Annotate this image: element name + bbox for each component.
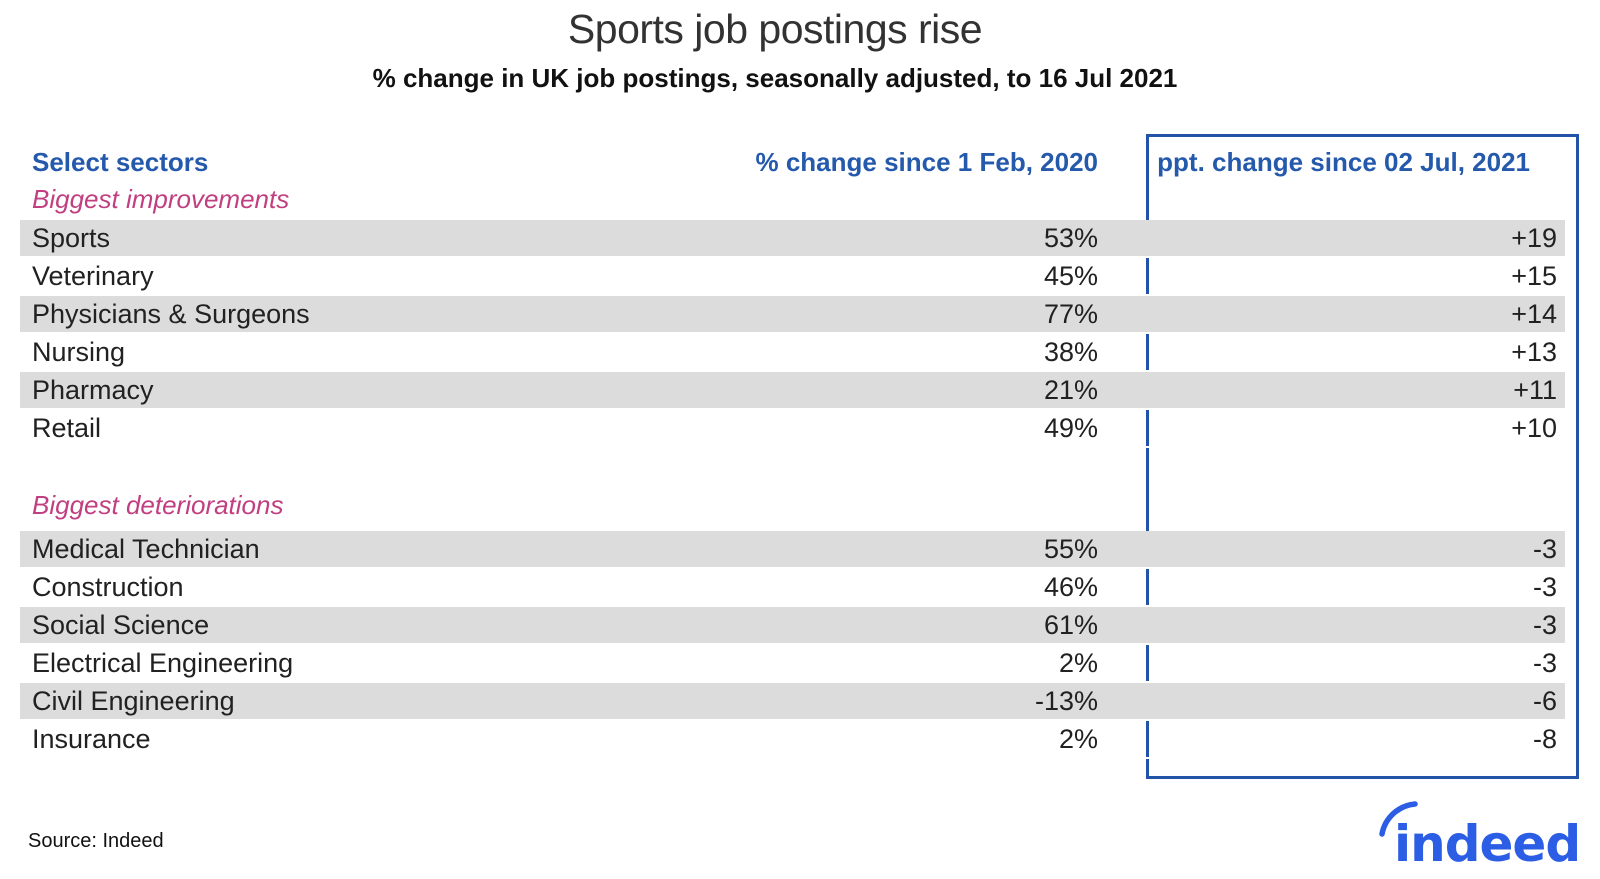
section-label-improvements: Biggest improvements xyxy=(32,184,290,214)
sector-cell: Insurance xyxy=(32,724,151,754)
pct-change-cell: 77% xyxy=(1043,299,1098,329)
pct-change-column-header: % change since 1 Feb, 2020 xyxy=(755,147,1099,177)
table-row: Pharmacy 21% +11 xyxy=(20,372,1565,410)
ppt-change-cell: -6 xyxy=(1532,686,1557,716)
ppt-change-cell: -8 xyxy=(1532,724,1557,754)
sector-cell: Construction xyxy=(32,572,184,602)
pct-change-cell: 45% xyxy=(1043,261,1098,291)
table-row: Physicians & Surgeons 77% +14 xyxy=(20,296,1565,334)
ppt-change-cell: +13 xyxy=(1511,337,1557,367)
indeed-logo-text: indeed xyxy=(1394,815,1580,873)
ppt-change-cell: +10 xyxy=(1511,413,1557,443)
ppt-change-cell: +19 xyxy=(1511,223,1557,253)
sector-cell: Electrical Engineering xyxy=(32,648,294,678)
table-row: Nursing 38% +13 xyxy=(20,334,1565,372)
section-label-deteriorations: Biggest deteriorations xyxy=(32,490,284,520)
ppt-change-column-header: ppt. change since 02 Jul, 2021 xyxy=(1157,147,1530,177)
indeed-logo-swoosh-icon xyxy=(1379,801,1418,837)
pct-change-cell: 46% xyxy=(1043,572,1098,602)
ppt-change-cell: +15 xyxy=(1511,261,1557,291)
ppt-change-cell: -3 xyxy=(1532,648,1557,678)
sector-cell: Medical Technician xyxy=(32,534,260,564)
table-row: Social Science 61% -3 xyxy=(20,607,1565,645)
page-subtitle: % change in UK job postings, seasonally … xyxy=(372,63,1178,93)
pct-change-cell: 55% xyxy=(1043,534,1098,564)
pct-change-cell: 21% xyxy=(1043,375,1098,405)
table-row: Insurance 2% -8 xyxy=(20,721,1565,759)
table-row: Retail 49% +10 xyxy=(20,410,1565,448)
pct-change-cell: 2% xyxy=(1058,724,1098,754)
deteriorations-rows-group: Medical Technician 55% -3 Construction 4… xyxy=(20,531,1565,759)
table-row: Sports 53% +19 xyxy=(20,220,1565,258)
ppt-change-cell: -3 xyxy=(1532,534,1557,564)
table-header-row: Select sectors % change since 1 Feb, 202… xyxy=(20,146,1565,178)
sector-cell: Physicians & Surgeons xyxy=(32,299,310,329)
pct-change-cell: 53% xyxy=(1043,223,1098,253)
table-row: Electrical Engineering 2% -3 xyxy=(20,645,1565,683)
ppt-change-cell: +14 xyxy=(1511,299,1557,329)
ppt-change-cell: +11 xyxy=(1513,375,1557,405)
sector-cell: Sports xyxy=(32,223,111,253)
pct-change-cell: 2% xyxy=(1058,648,1098,678)
page-title: Sports job postings rise xyxy=(567,6,983,52)
sector-cell: Civil Engineering xyxy=(32,686,235,716)
pct-change-cell: 38% xyxy=(1043,337,1098,367)
sector-cell: Nursing xyxy=(32,337,126,367)
sector-cell: Retail xyxy=(32,413,102,443)
table-row: Medical Technician 55% -3 xyxy=(20,531,1565,569)
sector-cell: Pharmacy xyxy=(32,375,154,405)
sector-cell: Social Science xyxy=(32,610,210,640)
ppt-change-cell: -3 xyxy=(1532,572,1557,602)
table-row: Construction 46% -3 xyxy=(20,569,1565,607)
sector-column-header: Select sectors xyxy=(32,147,209,177)
pct-change-cell: -13% xyxy=(1034,686,1098,716)
sector-cell: Veterinary xyxy=(32,261,154,291)
improvements-rows-group: Sports 53% +19 Veterinary 45% +15 Physic… xyxy=(20,220,1565,448)
ppt-change-cell: -3 xyxy=(1532,610,1557,640)
table-row: Civil Engineering -13% -6 xyxy=(20,683,1565,721)
indeed-logo: indeed xyxy=(1379,801,1580,873)
pct-change-cell: 49% xyxy=(1043,413,1098,443)
table-row: Veterinary 45% +15 xyxy=(20,258,1565,296)
source-note: Source: Indeed xyxy=(28,830,164,852)
pct-change-cell: 61% xyxy=(1043,610,1098,640)
